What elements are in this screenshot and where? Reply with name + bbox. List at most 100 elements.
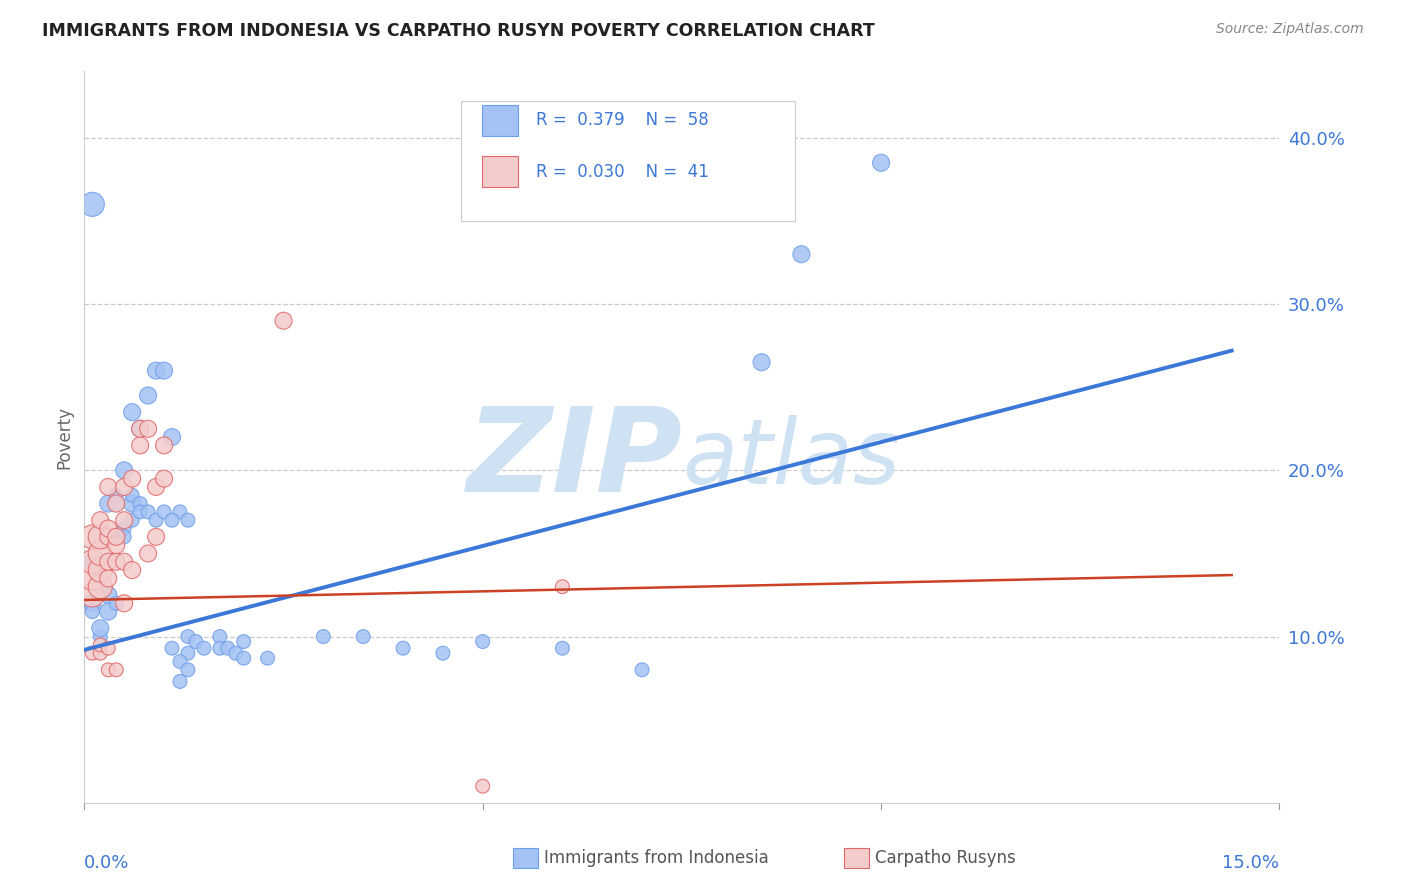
Point <box>432 646 454 660</box>
Point <box>121 472 143 486</box>
Point <box>160 430 183 444</box>
Point <box>232 634 254 648</box>
Point <box>129 497 152 511</box>
Point <box>153 363 176 377</box>
Point <box>129 422 152 436</box>
Point <box>751 355 773 369</box>
Text: 15.0%: 15.0% <box>1222 854 1279 872</box>
Point <box>153 438 176 452</box>
Point <box>105 530 128 544</box>
Point <box>208 641 231 656</box>
Point <box>136 388 159 402</box>
Point <box>312 630 335 644</box>
Point <box>112 530 135 544</box>
Point <box>105 488 128 502</box>
Point <box>82 646 104 660</box>
Point <box>105 538 128 552</box>
Point <box>256 651 278 665</box>
Point <box>82 530 104 544</box>
Point <box>112 555 135 569</box>
Point <box>82 555 104 569</box>
Point <box>129 505 152 519</box>
Text: IMMIGRANTS FROM INDONESIA VS CARPATHO RUSYN POVERTY CORRELATION CHART: IMMIGRANTS FROM INDONESIA VS CARPATHO RU… <box>42 22 875 40</box>
Point <box>97 605 120 619</box>
Point <box>89 513 111 527</box>
Point <box>136 505 159 519</box>
Point <box>82 571 104 585</box>
Point <box>129 438 152 452</box>
Point <box>105 497 128 511</box>
Point <box>82 605 104 619</box>
Point <box>136 422 159 436</box>
Point <box>97 480 120 494</box>
Point <box>471 779 494 793</box>
Point <box>112 513 135 527</box>
FancyBboxPatch shape <box>482 105 519 136</box>
Point <box>89 646 111 660</box>
Point <box>105 530 128 544</box>
Point <box>105 663 128 677</box>
Y-axis label: Poverty: Poverty <box>55 406 73 468</box>
Point <box>232 651 254 665</box>
Point <box>870 155 893 169</box>
Point <box>352 630 374 644</box>
Point <box>105 555 128 569</box>
Point <box>97 521 120 535</box>
Point <box>121 405 143 419</box>
Point <box>145 363 167 377</box>
Point <box>169 505 191 519</box>
Point <box>273 314 295 328</box>
Point <box>136 546 159 560</box>
Point <box>89 546 111 560</box>
Point <box>184 634 207 648</box>
Text: Immigrants from Indonesia: Immigrants from Indonesia <box>544 849 769 867</box>
Point <box>551 641 574 656</box>
Point <box>97 530 120 544</box>
Point <box>208 630 231 644</box>
Text: ZIP: ZIP <box>465 401 682 516</box>
Text: Carpatho Rusyns: Carpatho Rusyns <box>875 849 1015 867</box>
Point <box>160 513 183 527</box>
Point <box>177 513 200 527</box>
Point <box>177 663 200 677</box>
Point <box>89 571 111 585</box>
Point <box>471 634 494 648</box>
Point <box>193 641 215 656</box>
Point <box>97 497 120 511</box>
Point <box>153 472 176 486</box>
Point <box>82 555 104 569</box>
Point <box>790 247 813 261</box>
Point <box>89 630 111 644</box>
Point <box>169 674 191 689</box>
Point <box>153 505 176 519</box>
Point <box>89 580 111 594</box>
Point <box>177 646 200 660</box>
Point <box>121 488 143 502</box>
Point <box>112 521 135 535</box>
Point <box>82 596 104 610</box>
Point <box>105 497 128 511</box>
Point <box>89 638 111 652</box>
Point <box>169 655 191 669</box>
Point <box>631 663 654 677</box>
Point <box>89 621 111 635</box>
Point <box>97 641 120 656</box>
Point <box>97 588 120 602</box>
Point <box>177 630 200 644</box>
Point <box>89 563 111 577</box>
Point <box>97 571 120 585</box>
Text: R =  0.379    N =  58: R = 0.379 N = 58 <box>536 112 709 129</box>
Text: atlas: atlas <box>682 415 900 503</box>
Point <box>392 641 415 656</box>
Point <box>121 497 143 511</box>
Text: R =  0.030    N =  41: R = 0.030 N = 41 <box>536 162 709 180</box>
Point <box>121 513 143 527</box>
Point <box>112 596 135 610</box>
Point <box>97 663 120 677</box>
Text: Source: ZipAtlas.com: Source: ZipAtlas.com <box>1216 22 1364 37</box>
Text: 0.0%: 0.0% <box>84 854 129 872</box>
Point <box>225 646 247 660</box>
Point <box>112 480 135 494</box>
Point <box>217 641 239 656</box>
Point <box>121 563 143 577</box>
